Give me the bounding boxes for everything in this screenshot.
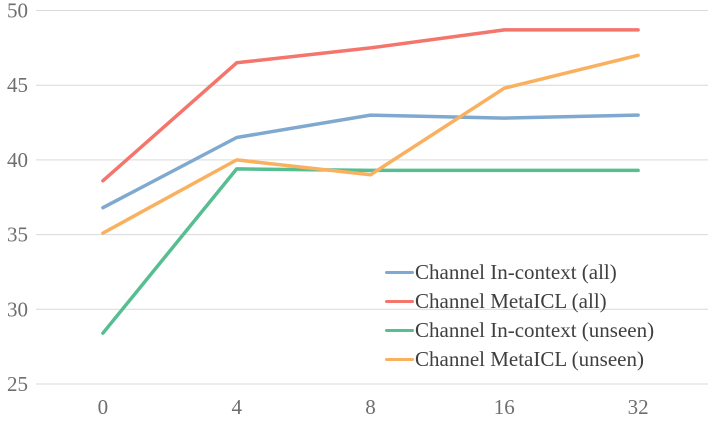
x-tick-label: 4 [231, 395, 242, 419]
y-tick-label: 30 [7, 297, 28, 321]
y-tick-label: 50 [7, 0, 28, 23]
x-axis-tick-labels: 0 4 8 16 32 [98, 395, 649, 419]
legend-item: Channel In-context (all) [385, 258, 654, 287]
y-tick-label: 25 [7, 372, 28, 396]
y-tick-label: 45 [7, 73, 28, 97]
y-tick-label: 40 [7, 148, 28, 172]
gridlines [36, 10, 708, 385]
legend-item: Channel MetaICL (all) [385, 287, 654, 316]
data-series-lines [101, 28, 640, 335]
legend-swatch-line-icon [385, 299, 414, 304]
legend-swatch-line-icon [385, 270, 414, 275]
legend-label: Channel In-context (unseen) [415, 318, 655, 342]
chart-legend: Channel In-context (all) Channel MetaICL … [385, 258, 654, 374]
legend-label: Channel MetaICL (unseen) [415, 347, 644, 371]
legend-item: Channel MetaICL (unseen) [385, 345, 654, 374]
x-tick-label: 0 [98, 395, 109, 419]
series-line-3 [101, 53, 640, 235]
series-line-2 [101, 167, 640, 335]
legend-swatch-line-icon [385, 357, 414, 362]
legend-swatch-line-icon [385, 328, 414, 333]
y-axis-tick-labels: 25 30 35 40 45 50 [7, 0, 28, 396]
series-line-0 [101, 113, 640, 210]
legend-label: Channel In-context (all) [415, 260, 617, 284]
y-tick-label: 35 [7, 223, 28, 247]
series-line-1 [101, 28, 640, 183]
x-tick-label: 32 [628, 395, 649, 419]
x-tick-label: 8 [365, 395, 376, 419]
legend-item: Channel In-context (unseen) [385, 316, 654, 345]
legend-label: Channel MetaICL (all) [415, 289, 607, 313]
x-tick-label: 16 [494, 395, 515, 419]
